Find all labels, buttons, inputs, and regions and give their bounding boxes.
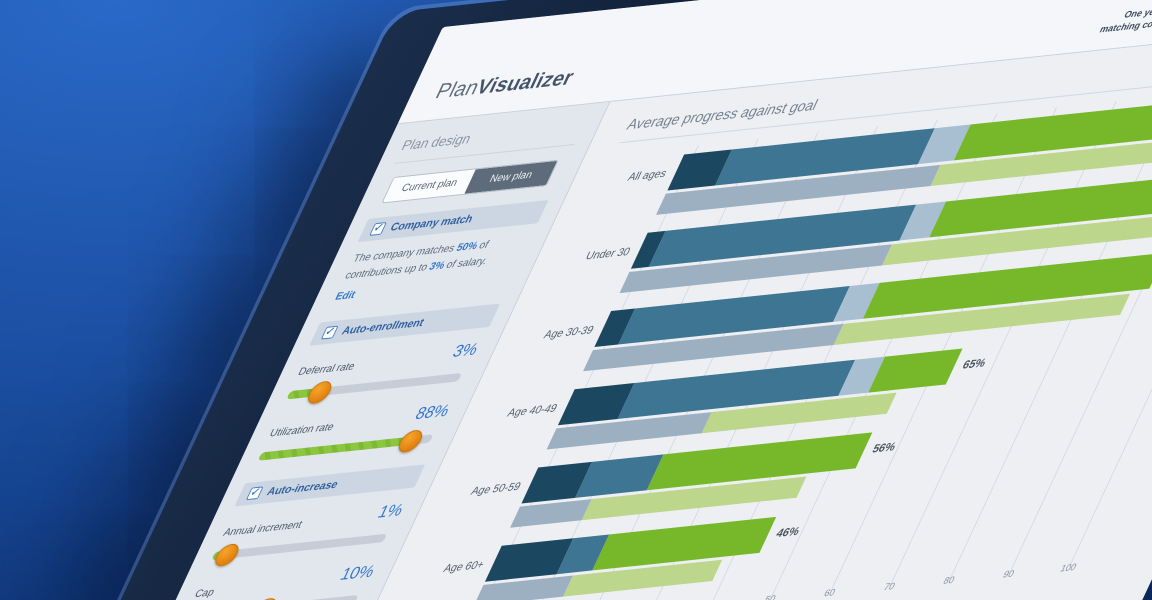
auto-increase-title: Auto-increase: [264, 478, 341, 499]
section-auto-enrollment: Auto-enrollment: [309, 303, 501, 346]
bar-segment-muted-blue: [510, 499, 592, 528]
app-logo: PlanVisualizer: [431, 66, 578, 105]
axis-tick-label: 100: [1058, 561, 1079, 574]
bar-segment-dark-blue: [484, 538, 574, 582]
deferral-rate-value: 3%: [449, 340, 481, 362]
auto-enrollment-title: Auto-enrollment: [339, 316, 427, 338]
bar-segment-green: [868, 348, 963, 393]
tab-current-plan[interactable]: Current plan: [382, 169, 476, 203]
company-match-checkbox-icon[interactable]: [369, 221, 387, 236]
bar-segment-steel-blue: [575, 454, 664, 498]
chart-category-spacer: [468, 439, 552, 448]
chart-category-label: Under 30: [583, 245, 633, 263]
plan-toggle: Current plan New plan: [381, 159, 559, 204]
slider-fill: [257, 436, 410, 461]
header-summary: One year projected matching contribution…: [1096, 0, 1152, 40]
axis-tick-label: 80: [941, 574, 957, 587]
bar-percent-label: 65%: [960, 356, 988, 372]
utilization-rate-label: Utilization rate: [267, 421, 336, 440]
desc-text-3: of salary.: [441, 254, 490, 272]
deferral-rate-control: Deferral rate 3%: [283, 341, 481, 407]
app-body: Plan design Current plan New plan Compan…: [0, 17, 1152, 600]
chart-category-label: Age 40-49: [505, 401, 560, 420]
cap-control: Cap 10%: [179, 563, 377, 600]
auto-enrollment-checkbox-icon[interactable]: [320, 325, 339, 340]
axis-tick-label: 70: [881, 580, 897, 593]
company-match-title: Company match: [387, 212, 476, 234]
auto-increase-checkbox-icon[interactable]: [245, 486, 264, 501]
section-auto-increase: Auto-increase: [234, 464, 426, 507]
chart-category-label: Age 30-39: [541, 323, 596, 342]
app-logo-plan: Plan: [431, 76, 484, 104]
utilization-rate-control-1: Utilization rate 88%: [254, 402, 452, 468]
chart-category-label: All ages: [625, 167, 669, 184]
bar-percent-label: 46%: [773, 525, 802, 541]
chart-category-spacer: [431, 517, 515, 526]
edit-link[interactable]: Edit: [333, 289, 358, 304]
chart-category-spacer: [577, 204, 661, 213]
annual-increment-value: 1%: [374, 501, 407, 522]
cap-label: Cap: [192, 586, 217, 600]
chart-category-label: Age 50-59: [468, 480, 523, 498]
axis-tick-label: 90: [1001, 568, 1017, 580]
annual-increment-control: Annual increment 1%: [208, 502, 406, 568]
bar-percent-label: 56%: [869, 440, 898, 456]
sidebar-heading: Plan design: [394, 118, 587, 164]
chart-category-spacer: [395, 595, 479, 600]
utilization-rate-value: 88%: [412, 402, 453, 424]
annual-increment-label: Annual increment: [221, 519, 304, 540]
tab-new-plan[interactable]: New plan: [464, 160, 558, 194]
chart-category-spacer: [541, 282, 625, 291]
axis-tick-label: 50: [762, 593, 778, 600]
deferral-rate-label: Deferral rate: [296, 360, 357, 379]
bar-segment-dark-blue: [557, 383, 635, 426]
summary-label: One year projected matching contribution…: [1096, 0, 1152, 40]
app-logo-visualizer: Visualizer: [472, 66, 578, 100]
cap-value: 10%: [337, 562, 378, 585]
chart-category-label: Age 60+: [441, 558, 487, 576]
chart-category-spacer: [504, 361, 588, 370]
axis-tick-label: 60: [822, 586, 838, 599]
